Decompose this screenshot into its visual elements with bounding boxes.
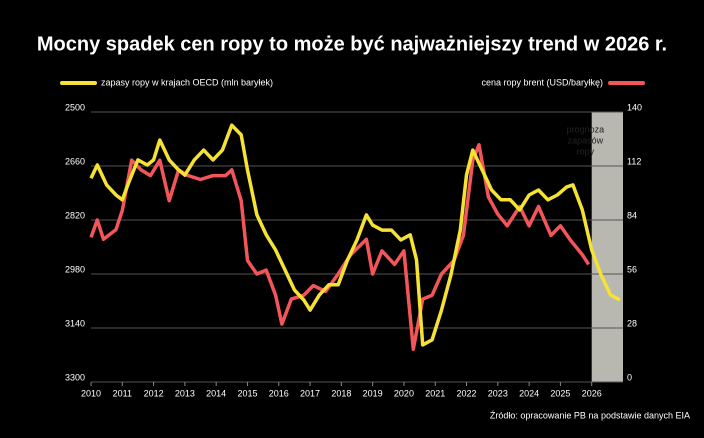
x-tick-label: 2021	[425, 388, 445, 398]
x-tick-label: 2024	[519, 388, 539, 398]
forecast-label: prognoza	[567, 124, 605, 134]
y-tick-label: 2660	[65, 156, 85, 166]
forecast-label: ropy	[577, 146, 595, 156]
legend-label: cena ropy brent (USD/baryłkę)	[481, 77, 603, 87]
y-tick-label: 2820	[65, 210, 85, 220]
series-line	[89, 123, 621, 347]
x-tick-label: 2023	[488, 388, 508, 398]
y2-tick-label: 112	[627, 156, 641, 166]
source: Źródło: opracowanie PB na podstawie dany…	[490, 410, 690, 420]
x-tick-label: 2011	[113, 388, 132, 398]
x-tick-label: 2022	[457, 388, 477, 398]
forecast-label: zapasów	[568, 135, 604, 145]
x-tick-label: 2020	[394, 388, 414, 398]
forecast-band	[591, 112, 623, 382]
y2-tick-label: 140	[627, 102, 642, 112]
legend-label: zapasy ropy w krajach OECD (mln baryłek)	[101, 77, 273, 87]
x-tick-label: 2016	[269, 388, 289, 398]
x-tick-label: 2026	[582, 388, 602, 398]
series-line	[89, 143, 591, 351]
x-tick-label: 2018	[331, 388, 351, 398]
y2-tick-label: 84	[627, 210, 637, 220]
x-tick-label: 2019	[363, 388, 383, 398]
x-tick-label: 2010	[81, 388, 101, 398]
y2-tick-label: 56	[627, 264, 637, 274]
chart-title: Mocny spadek cen ropy to może być najważ…	[37, 33, 667, 55]
y2-tick-label: 28	[627, 318, 637, 328]
y-tick-label: 2500	[65, 102, 85, 112]
y-tick-label: 2980	[65, 264, 85, 274]
x-tick-label: 2013	[175, 388, 195, 398]
x-tick-label: 2015	[237, 388, 257, 398]
x-tick-label: 2012	[144, 388, 164, 398]
y-tick-label: 3140	[65, 318, 85, 328]
x-tick-label: 2017	[300, 388, 320, 398]
x-tick-label: 2014	[206, 388, 226, 398]
y-tick-label: 3300	[65, 372, 85, 382]
x-tick-label: 2025	[550, 388, 570, 398]
y2-tick-label: 0	[627, 372, 632, 382]
